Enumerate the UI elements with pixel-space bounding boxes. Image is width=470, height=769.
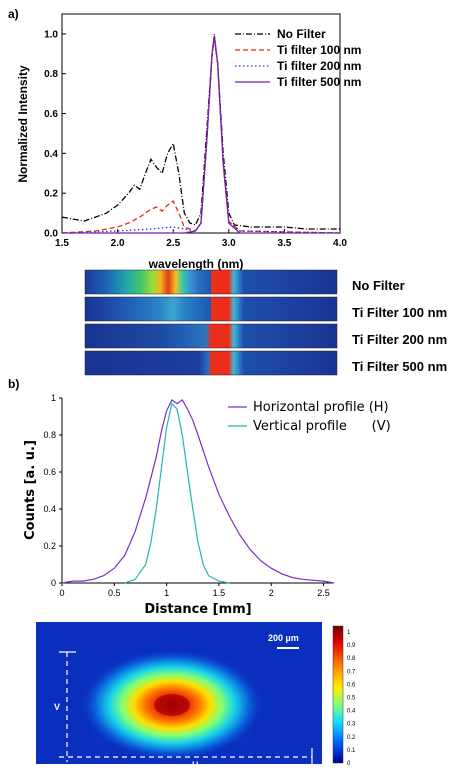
legend-label: Ti filter 100 nm xyxy=(277,43,361,57)
colorbar-tick-label: 0 xyxy=(347,761,351,767)
x-axis-label: wavelength (nm) xyxy=(148,257,244,271)
scale-bar-label: 200 µm xyxy=(268,633,299,643)
colorbar-tick-label: 0.4 xyxy=(347,709,356,715)
y-tick-label: 0.6 xyxy=(43,467,56,477)
colorbar-tick-label: 0.8 xyxy=(347,656,356,662)
y-tick-label: 0 xyxy=(51,578,56,588)
x-tick-label: 1 xyxy=(164,588,169,598)
y-axis-label: Counts [a. u.] xyxy=(23,440,38,540)
x-tick-label: 2.5 xyxy=(166,238,180,249)
x-tick-label: 2 xyxy=(269,588,274,598)
y-tick-label: 1 xyxy=(51,393,56,403)
x-tick-label: 3.0 xyxy=(222,238,236,249)
x-tick-label: 0.5 xyxy=(108,588,121,598)
colorbar-tick-label: 1 xyxy=(347,630,351,636)
strip-label-ti-100: Ti Filter 100 nm xyxy=(352,305,447,320)
colorbar-tick-label: 0.9 xyxy=(347,643,356,649)
profile-line-0 xyxy=(61,399,335,584)
strip-ti-200 xyxy=(84,323,338,349)
y-tick-label: 0.4 xyxy=(44,149,58,160)
series-line-0 xyxy=(61,37,340,230)
strip-label-ti-200: Ti Filter 200 nm xyxy=(352,332,447,347)
h-label: H xyxy=(192,760,199,769)
y-axis-label: Normalized Intensity xyxy=(16,65,30,183)
series-line-1 xyxy=(61,35,341,234)
spectrum-chart: 1.5 2.0 2.5 3.0 3.5 4.0 0.0 0.2 0.4 0.6 0.8 1.0 wave… xyxy=(16,13,361,271)
colorbar-gradient xyxy=(332,625,344,764)
y-tick-label: 0.4 xyxy=(43,504,56,514)
plot-frame xyxy=(61,13,341,234)
colorbar-tick-label: 0.3 xyxy=(347,722,356,728)
x-tick-label: 2.5 xyxy=(317,588,330,598)
y-tick-label: 1.0 xyxy=(44,29,58,40)
colorbar-tick-label: 0.7 xyxy=(347,669,356,675)
strip-label-ti-500: Ti Filter 500 nm xyxy=(352,359,447,374)
y-tick-label: 0.8 xyxy=(44,69,58,80)
spectral-strips: No Filter Ti Filter 100 nm Ti Filter 200… xyxy=(84,269,447,376)
x-tick-label: 0 xyxy=(59,588,64,598)
legend-label: Ti filter 200 nm xyxy=(277,59,361,73)
x-tick-label: 1.5 xyxy=(213,588,226,598)
v-label: V xyxy=(54,702,60,712)
series-line-2 xyxy=(61,33,341,234)
y-tick-label: 0.8 xyxy=(43,430,56,440)
colorbar: 1 0.9 0.8 0.7 0.6 0.5 0.4 0.3 0.2 0.1 0 xyxy=(332,625,356,767)
legend-label: Horizontal profile (H) xyxy=(253,400,389,415)
strip-label-no-filter: No Filter xyxy=(352,278,405,293)
colorbar-tick-label: 0.6 xyxy=(347,682,356,688)
y-tick-label: 0.2 xyxy=(43,541,56,551)
colorbar-ticks: 1 0.9 0.8 0.7 0.6 0.5 0.4 0.3 0.2 0.1 0 xyxy=(347,630,356,767)
y-tick-label: 0.2 xyxy=(44,189,58,200)
legend-label: Ti filter 500 nm xyxy=(277,75,361,89)
y-tick-label: 0.0 xyxy=(44,229,58,240)
x-tick-label: 3.5 xyxy=(277,238,291,249)
colorbar-tick-label: 0.2 xyxy=(347,735,356,741)
strip-ti-500 xyxy=(84,350,338,376)
beam-image: 200 µm V H xyxy=(36,622,322,769)
profile-chart: 0 0.5 1 1.5 2 2.5 0 0.2 0.4 0.6 0.8 1 Distance [mm] C… xyxy=(23,393,391,617)
panel-b-label: b) xyxy=(8,377,19,391)
panel-a-label: a) xyxy=(8,7,19,21)
y-tick-label: 0.6 xyxy=(44,109,58,120)
strip-ti-100 xyxy=(84,296,338,322)
x-tick-label: 1.5 xyxy=(55,238,69,249)
x-tick-label: 2.0 xyxy=(111,238,125,249)
series-line-3 xyxy=(62,35,340,234)
x-axis-label: Distance [mm] xyxy=(144,602,251,617)
strip-no-filter xyxy=(84,269,338,295)
beam-core xyxy=(154,694,190,716)
profile-line-1 xyxy=(124,402,230,584)
legend-label: No Filter xyxy=(277,27,326,41)
x-tick-label: 4.0 xyxy=(333,238,347,249)
colorbar-tick-label: 0.5 xyxy=(347,696,356,702)
colorbar-tick-label: 0.1 xyxy=(347,748,356,754)
legend-label: Vertical profile (V) xyxy=(253,419,391,434)
